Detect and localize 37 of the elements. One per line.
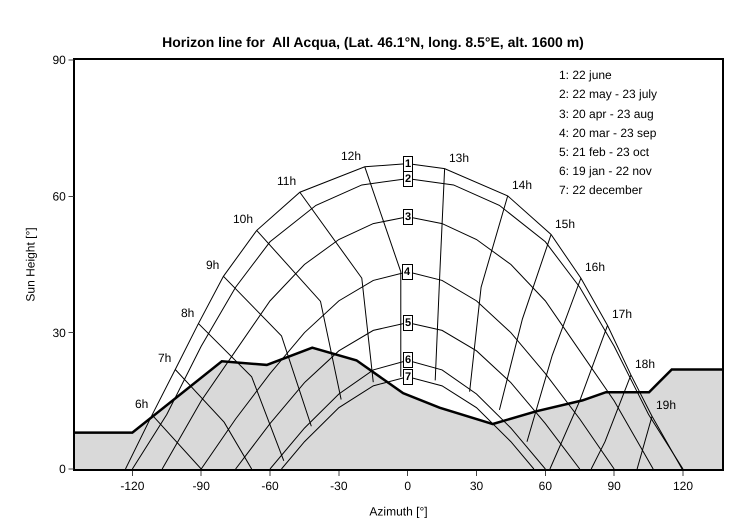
chart-title: Horizon line for All Acqua, (Lat. 46.1°N, long. 8.5°E, alt. 1600 m)	[162, 34, 584, 50]
x-tick-label: 120	[672, 479, 694, 494]
x-tick-label: -90	[192, 479, 210, 494]
x-tick-label: 90	[607, 479, 622, 494]
annotation: 7: 22 december	[559, 183, 642, 197]
x-tick-label: 30	[470, 479, 484, 494]
x-axis-title: Azimuth [°]	[369, 504, 428, 519]
series-label: 9h	[206, 258, 220, 272]
series-label: 17h	[612, 307, 632, 321]
annotation: 4: 20 mar - 23 sep	[559, 126, 657, 140]
series-label: 12h	[341, 149, 362, 163]
series-label: 11h	[277, 174, 296, 188]
series-label: 15h	[555, 217, 576, 231]
x-tick-label: -30	[330, 479, 348, 494]
y-tick-label: 90	[52, 53, 66, 68]
y-axis-title: Sun Height [°]	[23, 227, 38, 302]
annotation: 3: 20 apr - 23 aug	[559, 107, 654, 121]
annotation: 6: 19 jan - 22 nov	[559, 164, 652, 178]
series-label: 7h	[158, 351, 172, 365]
series-label: 19h	[656, 398, 676, 412]
x-tick-label: 60	[538, 479, 552, 494]
annotation: 5: 21 feb - 23 oct	[559, 145, 650, 159]
series-label: 18h	[635, 357, 656, 371]
series-label: 6h	[135, 397, 148, 411]
y-tick-label: 30	[52, 326, 66, 340]
series-label: 16h	[585, 260, 606, 274]
series-label: 10h	[233, 212, 254, 226]
y-tick-label: 60	[52, 190, 66, 204]
x-tick-label: 0	[404, 479, 412, 494]
series-label: 14h	[512, 178, 532, 192]
annotation: 1: 22 june	[559, 68, 612, 82]
x-tick-label: -60	[261, 479, 280, 494]
series-label: 8h	[181, 306, 194, 320]
annotation: 2: 22 may - 23 july	[559, 87, 658, 101]
y-tick-label: 0	[59, 462, 66, 476]
x-tick-label: -120	[120, 479, 145, 494]
series-label: 13h	[449, 151, 470, 165]
